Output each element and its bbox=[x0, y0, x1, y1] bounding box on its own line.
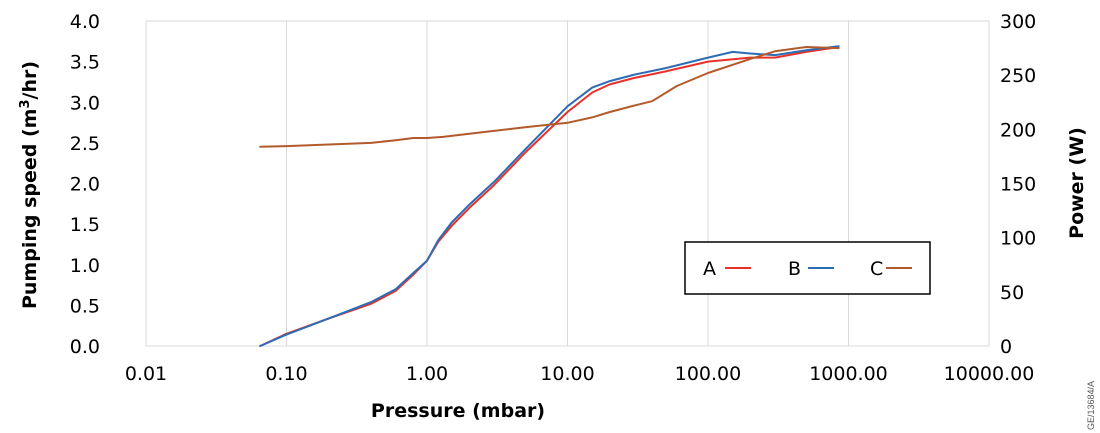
legend: A B C bbox=[684, 241, 931, 295]
data-series bbox=[259, 45, 840, 347]
legend-label-b: B bbox=[788, 258, 801, 280]
x-tick-label-0: 0.01 bbox=[125, 363, 167, 385]
plot-area-border bbox=[145, 20, 990, 347]
y-left-axis-ticks: 0.0 0.5 1.0 1.5 2.0 2.5 3.0 3.5 4.0 bbox=[70, 11, 100, 358]
x-axis-ticks: 0.01 0.10 1.00 10.00 100.00 1000.00 10000.00 bbox=[125, 363, 1034, 385]
y-right-tick-label-4: 200 bbox=[1000, 119, 1036, 141]
y-right-axis-title: Power (W) bbox=[1066, 127, 1088, 239]
series-line-a bbox=[259, 46, 840, 347]
y-right-tick-label-6: 300 bbox=[1000, 11, 1036, 33]
x-tick-label-6: 10000.00 bbox=[944, 363, 1035, 385]
x-tick-label-1: 0.10 bbox=[265, 363, 307, 385]
y-right-tick-label-0: 0 bbox=[1000, 336, 1012, 358]
side-reference-code: GE/13684/A bbox=[1086, 381, 1096, 430]
grid-lines bbox=[145, 21, 990, 346]
series-line-c bbox=[259, 46, 840, 148]
y-left-axis-title: Pumping speed (m3/hr) bbox=[18, 61, 41, 309]
y-right-tick-label-2: 100 bbox=[1000, 228, 1036, 250]
y-left-tick-label-7: 3.5 bbox=[70, 52, 100, 74]
y-right-axis-ticks: 0 50 100 150 200 250 300 bbox=[1000, 11, 1036, 358]
series-line-b bbox=[259, 45, 840, 347]
y-left-title-sup: 3 bbox=[18, 100, 33, 109]
x-axis-title: Pressure (mbar) bbox=[371, 400, 545, 422]
y-right-tick-label-3: 150 bbox=[1000, 174, 1036, 196]
x-tick-label-4: 100.00 bbox=[675, 363, 741, 385]
y-left-tick-label-6: 3.0 bbox=[70, 92, 100, 114]
x-tick-label-5: 1000.00 bbox=[809, 363, 888, 385]
x-tick-label-2: 1.00 bbox=[406, 363, 448, 385]
y-left-tick-label-8: 4.0 bbox=[70, 11, 100, 33]
y-left-tick-label-0: 0.0 bbox=[70, 336, 100, 358]
y-right-tick-label-1: 50 bbox=[1000, 282, 1024, 304]
y-left-title-tail: /hr) bbox=[19, 61, 41, 100]
y-left-tick-label-4: 2.0 bbox=[70, 174, 100, 196]
legend-label-c: C bbox=[870, 258, 883, 280]
y-right-tick-label-5: 250 bbox=[1000, 65, 1036, 87]
y-left-tick-label-3: 1.5 bbox=[70, 214, 100, 236]
y-left-tick-label-2: 1.0 bbox=[70, 255, 100, 277]
y-left-tick-label-5: 2.5 bbox=[70, 133, 100, 155]
y-left-tick-label-1: 0.5 bbox=[70, 295, 100, 317]
x-tick-label-3: 10.00 bbox=[540, 363, 594, 385]
y-left-title-main: Pumping speed (m bbox=[19, 109, 41, 309]
legend-label-a: A bbox=[703, 258, 716, 280]
